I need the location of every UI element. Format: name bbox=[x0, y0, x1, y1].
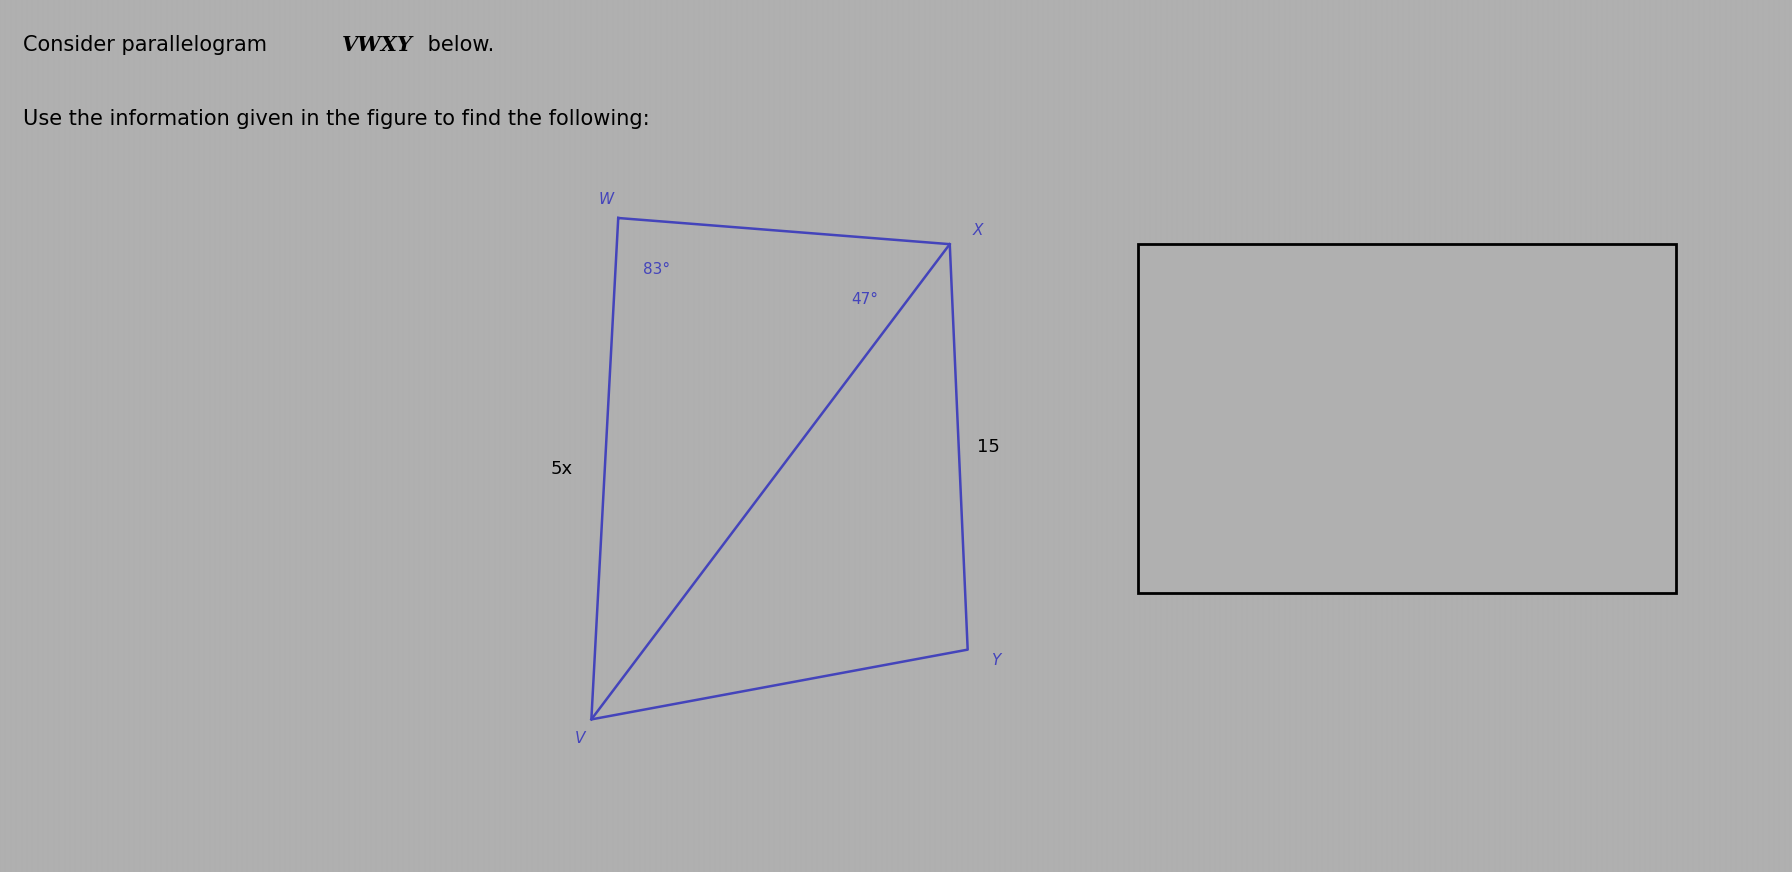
Text: 15: 15 bbox=[977, 438, 1000, 456]
Bar bbox=[1138, 244, 1676, 593]
Text: Y: Y bbox=[991, 653, 1000, 668]
Text: below.: below. bbox=[421, 35, 495, 55]
Text: Use the information given in the figure to find the following:: Use the information given in the figure … bbox=[23, 109, 650, 129]
Text: V: V bbox=[575, 731, 584, 746]
Text: VWXY: VWXY bbox=[342, 35, 414, 55]
Text: x = 3: x = 3 bbox=[1600, 497, 1649, 514]
Text: 47°: 47° bbox=[851, 292, 878, 307]
Text: Consider parallelogram: Consider parallelogram bbox=[23, 35, 274, 55]
Text: X: X bbox=[973, 223, 984, 239]
Text: 83°: 83° bbox=[643, 262, 670, 276]
Text: ∠YVX = 50 °: ∠YVX = 50 ° bbox=[1532, 410, 1649, 427]
Text: 5x: 5x bbox=[550, 460, 573, 478]
Text: W: W bbox=[599, 192, 615, 207]
Text: ∠Y = 83 °: ∠Y = 83 ° bbox=[1557, 323, 1649, 340]
